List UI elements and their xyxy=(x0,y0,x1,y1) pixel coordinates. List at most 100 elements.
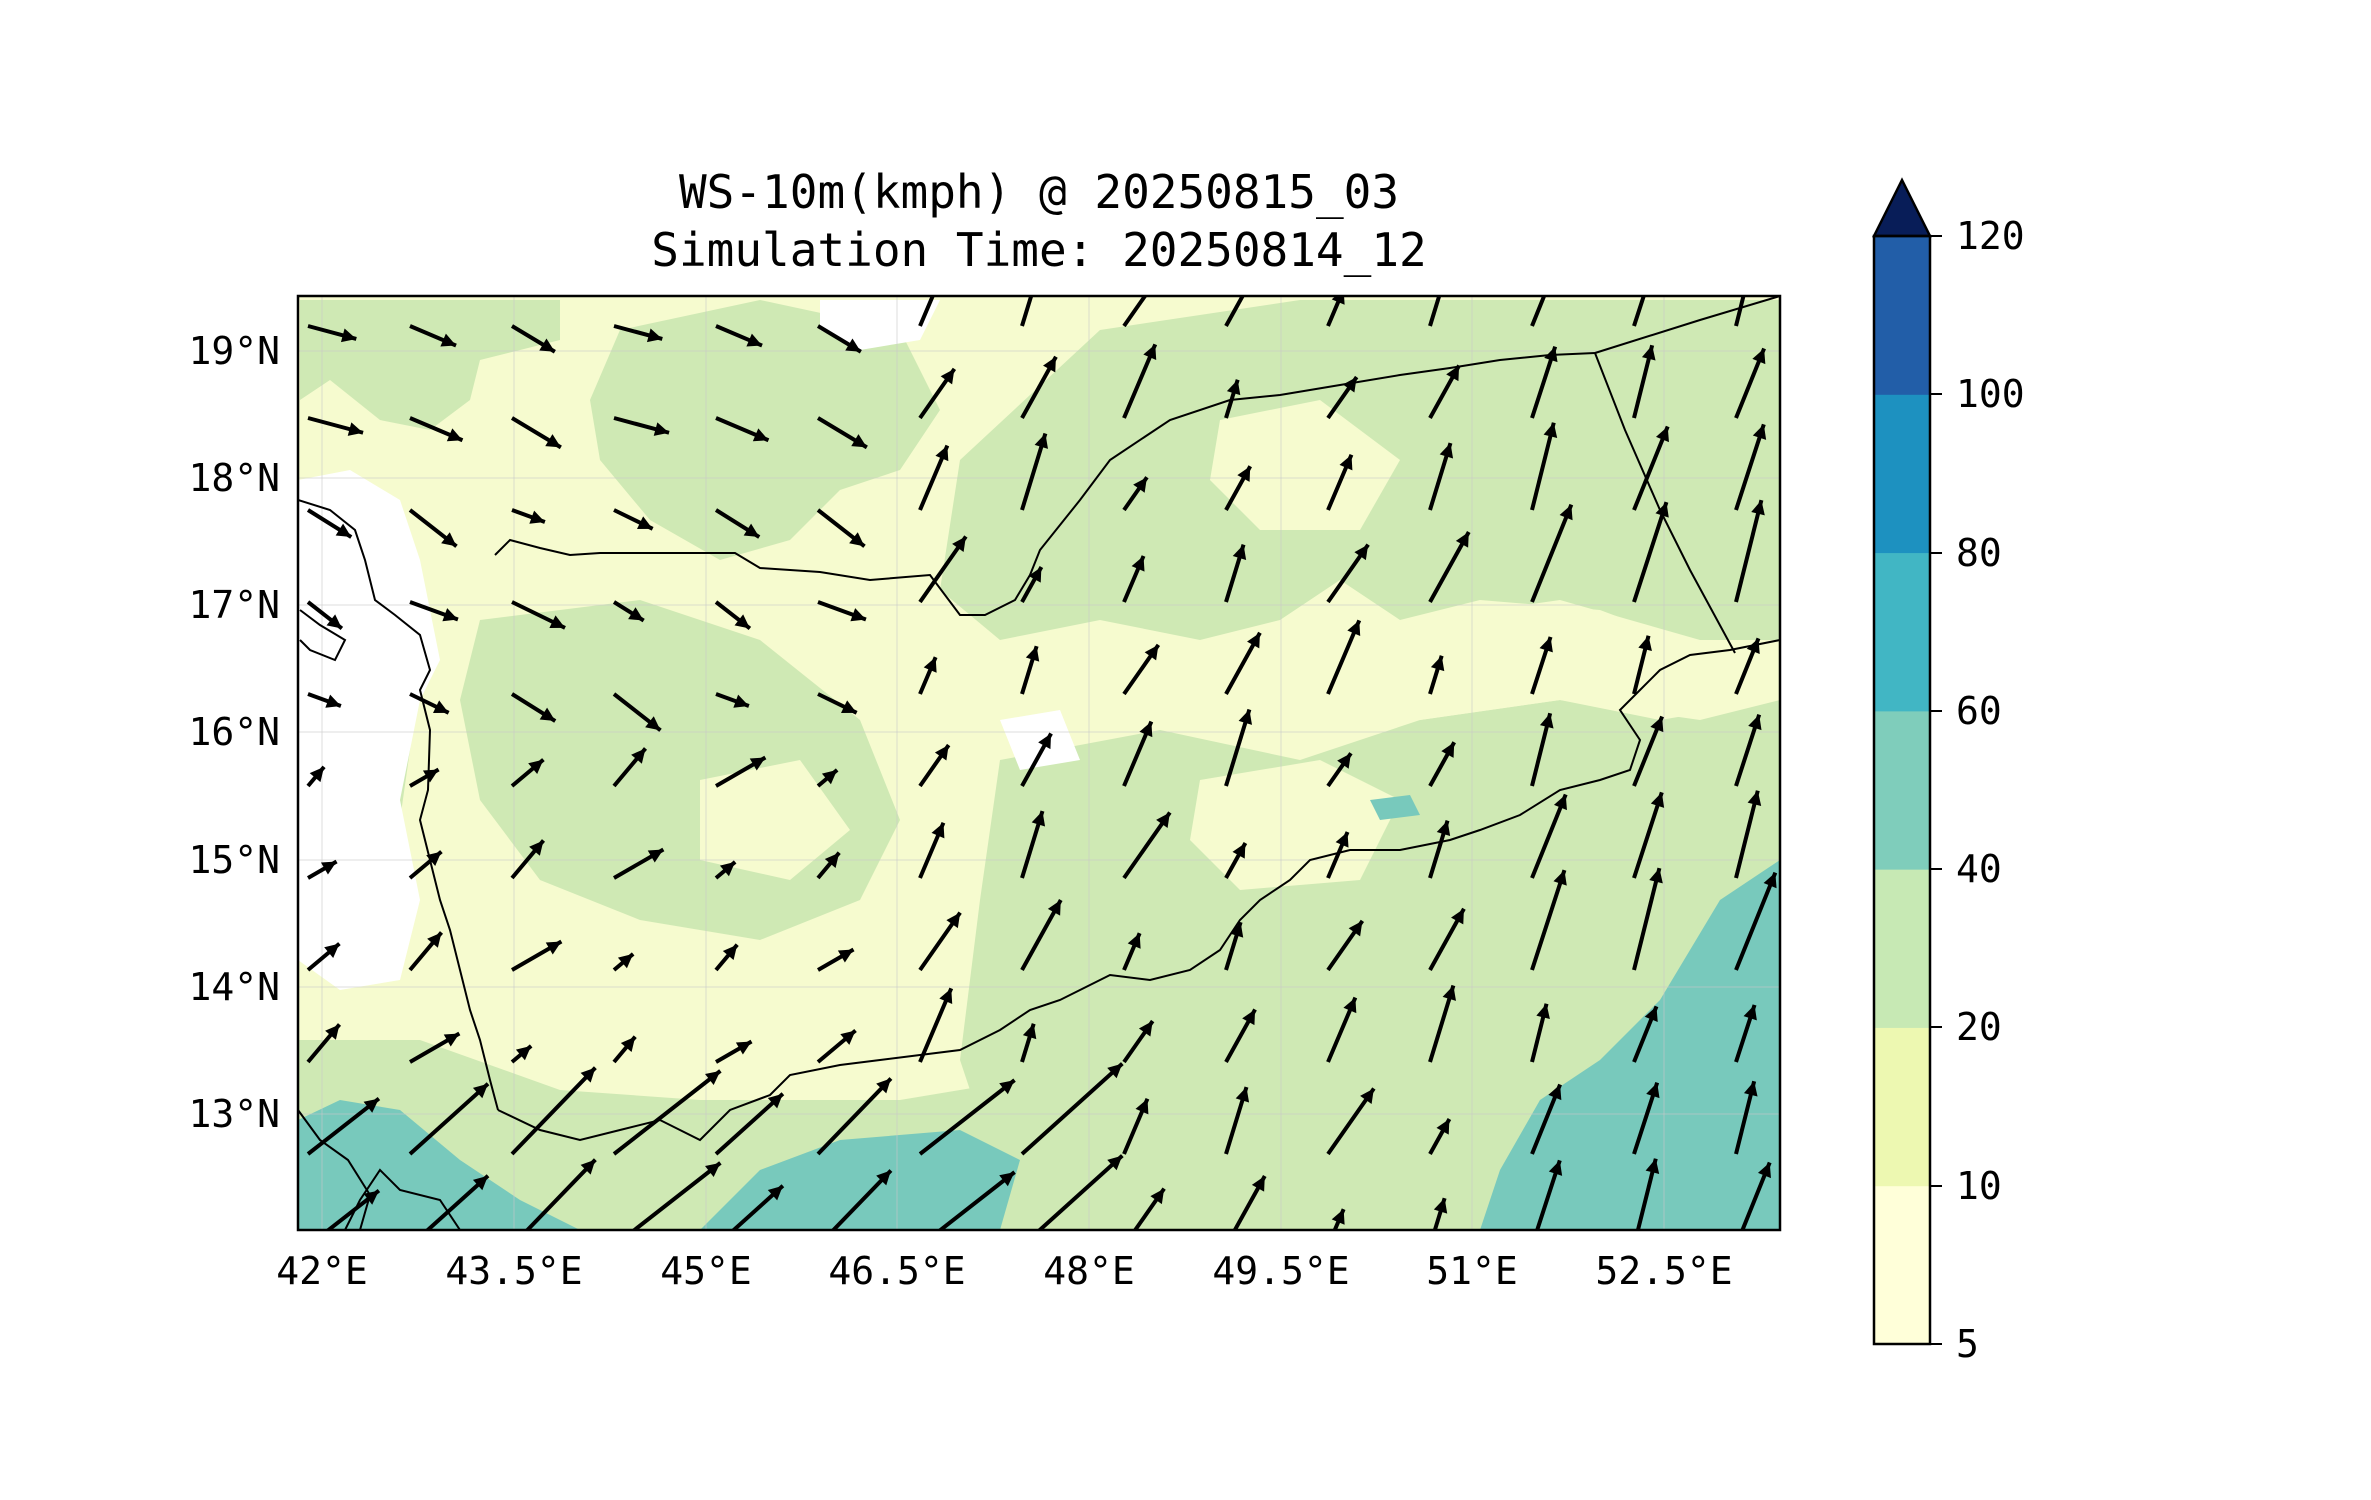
wind-vector-arrowhead xyxy=(1127,933,1141,949)
wind-vector-arrowhead xyxy=(1025,646,1040,662)
wind-vector-shaft xyxy=(816,1077,893,1156)
wind-vector-arrowhead xyxy=(549,615,566,629)
wind-vector-arrowhead xyxy=(1331,296,1345,305)
lon-tick-label: 51°E xyxy=(1426,1249,1518,1293)
wind-vector-shaft xyxy=(937,1170,1016,1230)
wind-vector-arrowhead xyxy=(1028,567,1042,583)
wind-vector-arrowhead xyxy=(636,516,653,530)
wind-vector-shaft xyxy=(631,1161,722,1230)
wind-vector-arrowhead xyxy=(1047,900,1061,916)
wind-vector-arrowhead xyxy=(1156,812,1170,828)
wind-vector-arrowhead xyxy=(653,422,670,436)
wind-vector-arrowhead xyxy=(1133,477,1147,493)
wind-vector-arrowhead xyxy=(1751,500,1765,516)
wind-zone-strong-gulf xyxy=(700,1130,1020,1230)
wind-vector-arrowhead xyxy=(749,757,766,771)
wind-zone-strong-southeast xyxy=(1480,860,1780,1230)
wind-vector-arrowhead xyxy=(1748,714,1762,731)
wind-vector-arrowhead xyxy=(1343,997,1357,1014)
wind-vector-arrowhead xyxy=(440,333,457,347)
colorbar-band xyxy=(1874,869,1930,1028)
wind-vector-arrowhead xyxy=(999,1172,1015,1187)
lon-tick-label: 52.5°E xyxy=(1595,1249,1732,1293)
wind-vector-arrowhead xyxy=(335,523,352,538)
coastline-islands xyxy=(299,609,347,662)
wind-vector-arrowhead xyxy=(849,532,865,547)
wind-vector-arrowhead xyxy=(580,1159,596,1175)
wind-vector-arrowhead xyxy=(999,1080,1015,1095)
lon-tick-label: 49.5°E xyxy=(1212,1249,1349,1293)
wind-vector-arrowhead xyxy=(719,861,736,877)
colorbar-label: 100 xyxy=(1956,372,2025,416)
wind-vector-shaft xyxy=(510,1066,597,1156)
wind-vector-arrowhead xyxy=(442,608,458,622)
wind-vector-arrowhead xyxy=(1150,1188,1165,1205)
wind-vector-arrowhead xyxy=(1348,920,1363,937)
wind-vector-arrowhead xyxy=(446,428,463,442)
wind-vector-arrowhead xyxy=(539,707,556,722)
wind-vector-arrowhead xyxy=(851,434,867,448)
colorbar-label: 20 xyxy=(1956,1005,2002,1049)
wind-vector-arrowhead xyxy=(935,445,949,462)
wind-vector-arrowhead xyxy=(1543,270,1556,286)
coastline-horn-of-africa xyxy=(298,1109,372,1230)
wind-vector-arrowhead xyxy=(743,523,760,538)
wind-vector-shaft xyxy=(524,1158,597,1230)
wind-vector-shaft xyxy=(830,1169,893,1230)
wind-vector-arrowhead xyxy=(1434,278,1447,293)
wind-vector-arrowhead xyxy=(1536,1003,1550,1020)
wind-vector-layer xyxy=(306,269,1778,1230)
wind-vector-arrowhead xyxy=(1548,1084,1562,1101)
wind-vector-arrowhead xyxy=(426,851,442,867)
colorbar-label: 40 xyxy=(1956,847,2002,891)
wind-vector-shaft xyxy=(612,1069,722,1156)
wind-vector-arrowhead xyxy=(515,1045,532,1061)
wind-vector-shaft xyxy=(1632,791,1664,879)
wind-vector-arrowhead xyxy=(928,280,941,296)
wind-vector-arrowhead xyxy=(1553,870,1567,886)
wind-vector-arrowhead xyxy=(1559,504,1573,521)
wind-vector-arrowhead xyxy=(923,657,937,673)
wind-vector-arrowhead xyxy=(1446,365,1460,382)
wind-vector-arrowhead xyxy=(840,700,857,714)
wind-vector-arrowhead xyxy=(1342,377,1357,393)
wind-vector-arrowhead xyxy=(1757,1162,1771,1179)
border-yemen-saudi xyxy=(494,352,1596,616)
wind-vector-arrowhead xyxy=(946,912,961,929)
coastline-red-sea xyxy=(298,499,499,1111)
wind-vector-arrowhead xyxy=(1436,1119,1450,1135)
lon-tick-label: 46.5°E xyxy=(828,1249,965,1293)
longitude-axis: 42°E 43.5°E 45°E 46.5°E 48°E 49.5°E 51°E… xyxy=(276,1249,1732,1293)
colorbar-ticks xyxy=(1930,235,1942,1345)
wind-vector-arrowhead xyxy=(1232,843,1246,859)
wind-vector-arrowhead xyxy=(1649,868,1663,884)
wind-vector-arrowhead xyxy=(876,1078,891,1094)
wind-vector-arrowhead xyxy=(1433,1198,1448,1214)
wind-vector-arrowhead xyxy=(628,607,644,621)
wind-vector-arrowhead xyxy=(441,532,457,547)
wind-vector-arrowhead xyxy=(1347,620,1361,636)
wind-zone-moderate-north xyxy=(300,300,560,430)
map-title-line-2: Simulation Time: 20250814_12 xyxy=(651,223,1426,277)
wind-vector-arrowhead xyxy=(1743,1081,1758,1097)
wind-vector-shaft xyxy=(1635,1158,1658,1230)
wind-vector-arrowhead xyxy=(1229,922,1244,938)
map-area xyxy=(298,269,1780,1230)
wind-vector-shaft xyxy=(1632,867,1662,971)
wind-vector-arrowhead xyxy=(734,614,750,629)
wind-vector-shaft xyxy=(1734,790,1760,879)
wind-vector-arrowhead xyxy=(1138,1021,1153,1037)
wind-vector-arrowhead xyxy=(1430,655,1445,672)
colorbar-label: 120 xyxy=(1956,214,2025,258)
wind-vector-arrowhead xyxy=(1237,466,1251,482)
lat-tick-label: 17°N xyxy=(188,583,280,627)
wind-vector-arrowhead xyxy=(722,944,738,960)
wind-vector-arrowhead xyxy=(735,1041,752,1055)
wind-vector-arrowhead xyxy=(1335,831,1349,848)
wind-vector-arrowhead xyxy=(320,861,337,875)
wind-vector-arrowhead xyxy=(705,1070,721,1086)
wind-vector-arrowhead xyxy=(1655,426,1669,443)
wind-vector-arrowhead xyxy=(1642,269,1655,284)
colorbar-band xyxy=(1874,394,1930,554)
wind-vector-arrowhead xyxy=(1354,544,1369,561)
